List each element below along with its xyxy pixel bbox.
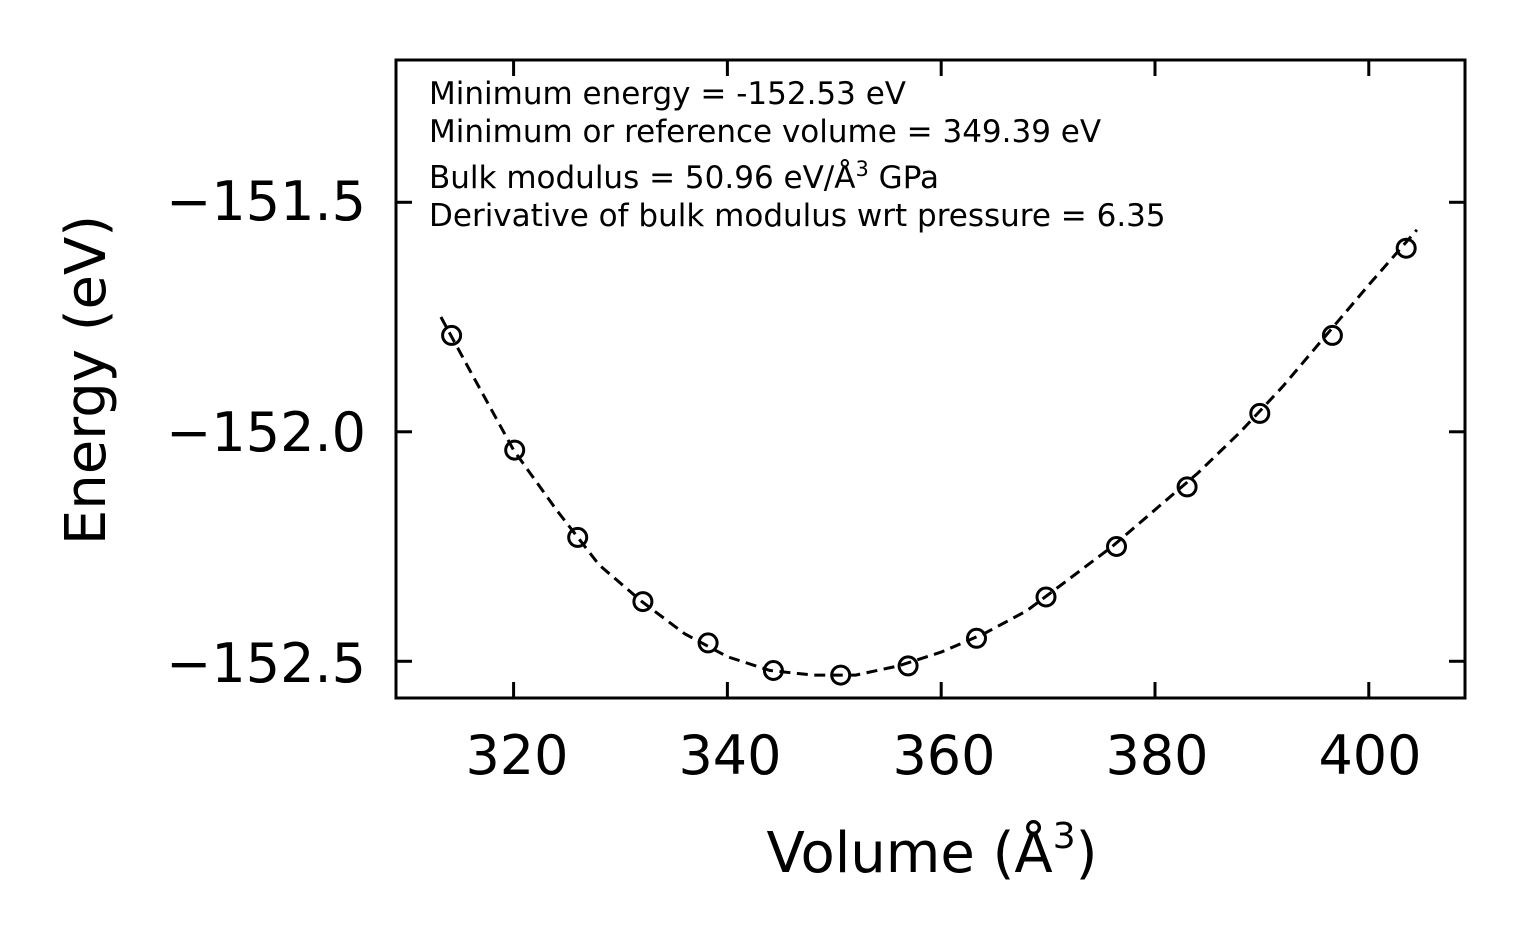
annotation-min-energy: Minimum energy = -152.53 eV (429, 76, 906, 112)
x-tick-label-360: 360 (892, 724, 995, 787)
annotation-bulk-derivative: Derivative of bulk modulus wrt pressure … (429, 198, 1166, 234)
annotation-bulk-modulus-superscript: 3 (855, 157, 868, 181)
x-tick-labels: 320 340 360 380 400 (465, 724, 1421, 787)
data-point-3 (632, 591, 654, 613)
fit-curve (439, 228, 1419, 677)
data-point-8 (966, 627, 987, 649)
data-point-9 (1035, 586, 1057, 608)
y-axis-title: Energy (eV) (54, 215, 119, 545)
data-point-11 (1176, 476, 1198, 498)
data-point-4 (697, 632, 719, 654)
data-point-7 (897, 655, 919, 677)
annotation-bulk-modulus-text: Bulk modulus = 50.96 eV/Å (429, 160, 855, 196)
plot-frame (394, 58, 1467, 700)
data-point-1 (504, 439, 526, 461)
y-tick-label-152-0: −152.0 (166, 401, 366, 464)
y-tick-labels: −151.5 −152.0 −152.5 (166, 170, 366, 695)
data-point-10 (1106, 536, 1127, 557)
data-point-13 (1321, 324, 1343, 346)
data-point-5 (762, 660, 784, 681)
axis-ticks (396, 60, 1465, 698)
x-tick-label-400: 400 (1318, 724, 1421, 787)
y-tick-label-152-5: −152.5 (166, 632, 366, 695)
data-point-6 (830, 664, 852, 686)
x-tick-label-380: 380 (1105, 724, 1208, 787)
x-axis-title-close: ) (1076, 821, 1098, 886)
data-point-12 (1249, 402, 1271, 424)
x-tick-label-340: 340 (678, 724, 781, 787)
plot-area (394, 58, 1467, 700)
x-axis-title: Volume (Å3) (767, 816, 1098, 886)
data-point-0 (441, 324, 463, 346)
data-point-2 (567, 526, 589, 548)
fit-annotations: Minimum energy = -152.53 eV Minimum or r… (429, 76, 1166, 234)
data-markers (441, 237, 1417, 686)
annotation-bulk-modulus: Bulk modulus = 50.96 eV/Å3 GPa (429, 157, 939, 196)
annotation-bulk-modulus-unit: GPa (869, 160, 939, 196)
x-axis-title-superscript: 3 (1053, 816, 1076, 857)
data-point-14 (1395, 237, 1417, 259)
annotation-min-volume: Minimum or reference volume = 349.39 eV (429, 114, 1101, 150)
y-tick-label-151-5: −151.5 (166, 170, 366, 233)
x-tick-label-320: 320 (465, 724, 568, 787)
x-axis-title-text: Volume (Å (767, 820, 1053, 886)
